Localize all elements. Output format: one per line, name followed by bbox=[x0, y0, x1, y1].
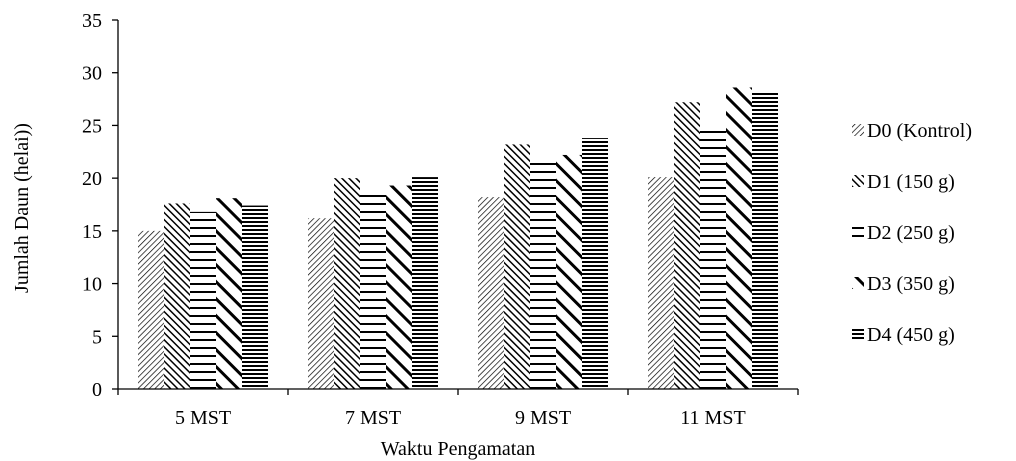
x-axis: 5 MST 7 MST 9 MST 11 MST bbox=[117, 388, 799, 429]
y-tick-label: 0 bbox=[92, 379, 102, 401]
bar-d0-5-mst bbox=[138, 230, 164, 389]
bar-d2-9-mst bbox=[530, 160, 556, 389]
legend-label: D4 (450 g) bbox=[867, 324, 955, 346]
bar-d1-9-mst bbox=[504, 144, 530, 389]
legend-label: D3 (350 g) bbox=[867, 273, 955, 295]
x-tick-label: 5 MST bbox=[175, 407, 231, 429]
legend-swatch bbox=[852, 277, 864, 289]
y-tick-label: 5 bbox=[92, 326, 102, 348]
legend-swatch bbox=[852, 226, 864, 238]
legend-label: D2 (250 g) bbox=[867, 222, 955, 244]
legend-swatch bbox=[852, 175, 864, 187]
y-tick-label: 30 bbox=[82, 63, 102, 85]
y-tick-label: 15 bbox=[82, 221, 102, 243]
bars-group bbox=[138, 87, 778, 389]
bar-d3-5-mst bbox=[216, 198, 242, 389]
legend-swatch bbox=[852, 124, 864, 136]
bar-d2-7-mst bbox=[360, 193, 386, 389]
legend-swatch bbox=[852, 328, 864, 340]
bar-d1-7-mst bbox=[334, 178, 360, 389]
bar-d3-7-mst bbox=[386, 185, 412, 389]
bar-d4-11-mst bbox=[752, 91, 778, 389]
bar-d0-11-mst bbox=[648, 177, 674, 389]
bar-d0-7-mst bbox=[308, 218, 334, 389]
bar-d4-7-mst bbox=[412, 177, 438, 389]
bar-d4-5-mst bbox=[242, 205, 268, 389]
y-tick-label: 10 bbox=[82, 274, 102, 296]
bar-d3-9-mst bbox=[556, 154, 582, 389]
bar-d3-11-mst bbox=[726, 87, 752, 389]
y-axis: 0 5 10 15 20 25 30 35 bbox=[82, 10, 119, 401]
bar-d0-9-mst bbox=[478, 197, 504, 389]
legend-label: D1 (150 g) bbox=[867, 171, 955, 193]
y-tick-label: 20 bbox=[82, 168, 102, 190]
x-tick-label: 9 MST bbox=[515, 407, 571, 429]
legend-label: D0 (Kontrol) bbox=[867, 120, 972, 142]
y-tick-label: 35 bbox=[82, 10, 102, 32]
x-axis-label: Waktu Pengamatan bbox=[381, 438, 535, 460]
x-tick-label: 7 MST bbox=[345, 407, 401, 429]
bar-d2-5-mst bbox=[190, 211, 216, 389]
x-tick-label: 11 MST bbox=[680, 407, 745, 429]
legend: D0 (Kontrol) D1 (150 g) D2 (250 g) D3 (350 … bbox=[852, 120, 972, 346]
bar-d1-5-mst bbox=[164, 203, 190, 389]
bar-d1-11-mst bbox=[674, 102, 700, 389]
y-tick-label: 25 bbox=[82, 115, 102, 137]
y-axis-label: Jumlah Daun (helai)) bbox=[11, 123, 33, 293]
bar-d2-11-mst bbox=[700, 125, 726, 389]
bar-d4-9-mst bbox=[582, 138, 608, 389]
